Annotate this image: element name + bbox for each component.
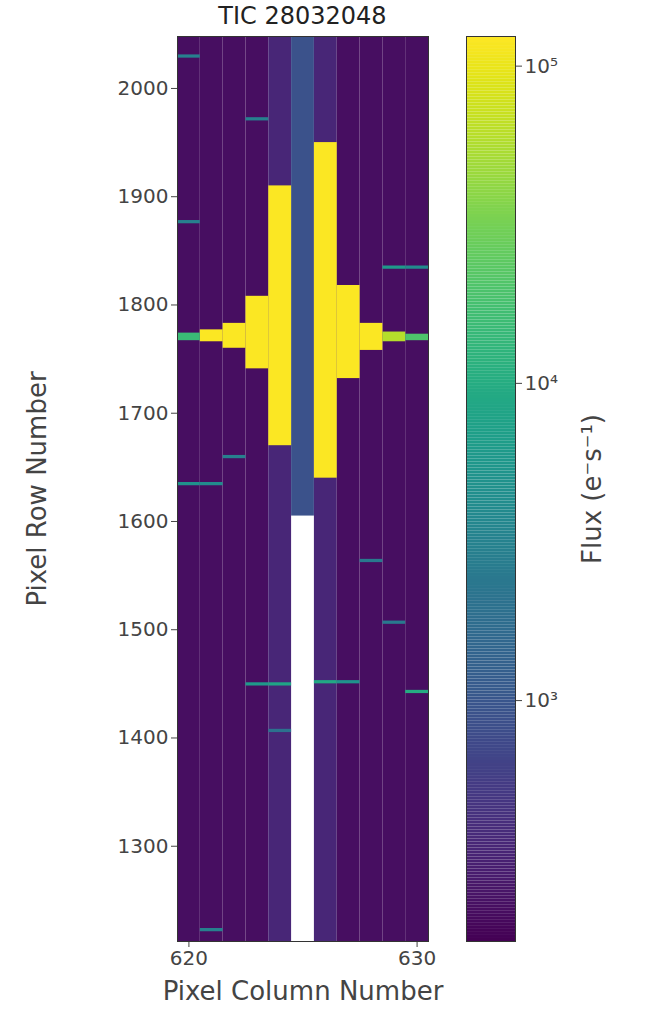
svg-text:1800: 1800 <box>118 292 169 316</box>
svg-text:1700: 1700 <box>118 401 169 425</box>
html-text:TIC 28032048: TIC 28032048 <box>218 2 387 30</box>
svg-text:10³: 10³ <box>525 688 558 712</box>
svg-text:630: 630 <box>398 946 436 970</box>
svg-text:10⁴: 10⁴ <box>525 371 558 395</box>
svg-text:1900: 1900 <box>118 184 169 208</box>
svg-text:1500: 1500 <box>118 617 169 641</box>
svg-text:Pixel Column Number: Pixel Column Number <box>163 976 444 1006</box>
svg-text:1300: 1300 <box>118 834 169 858</box>
svg-text:10⁵: 10⁵ <box>525 54 558 78</box>
svg-text:1400: 1400 <box>118 725 169 749</box>
svg-text:620: 620 <box>170 946 208 970</box>
svg-text:2000: 2000 <box>118 76 169 100</box>
svg-text:Pixel Row Number: Pixel Row Number <box>22 371 52 606</box>
svg-text:Flux (e⁻s⁻¹): Flux (e⁻s⁻¹) <box>577 414 607 564</box>
svg-text:1600: 1600 <box>118 509 169 533</box>
